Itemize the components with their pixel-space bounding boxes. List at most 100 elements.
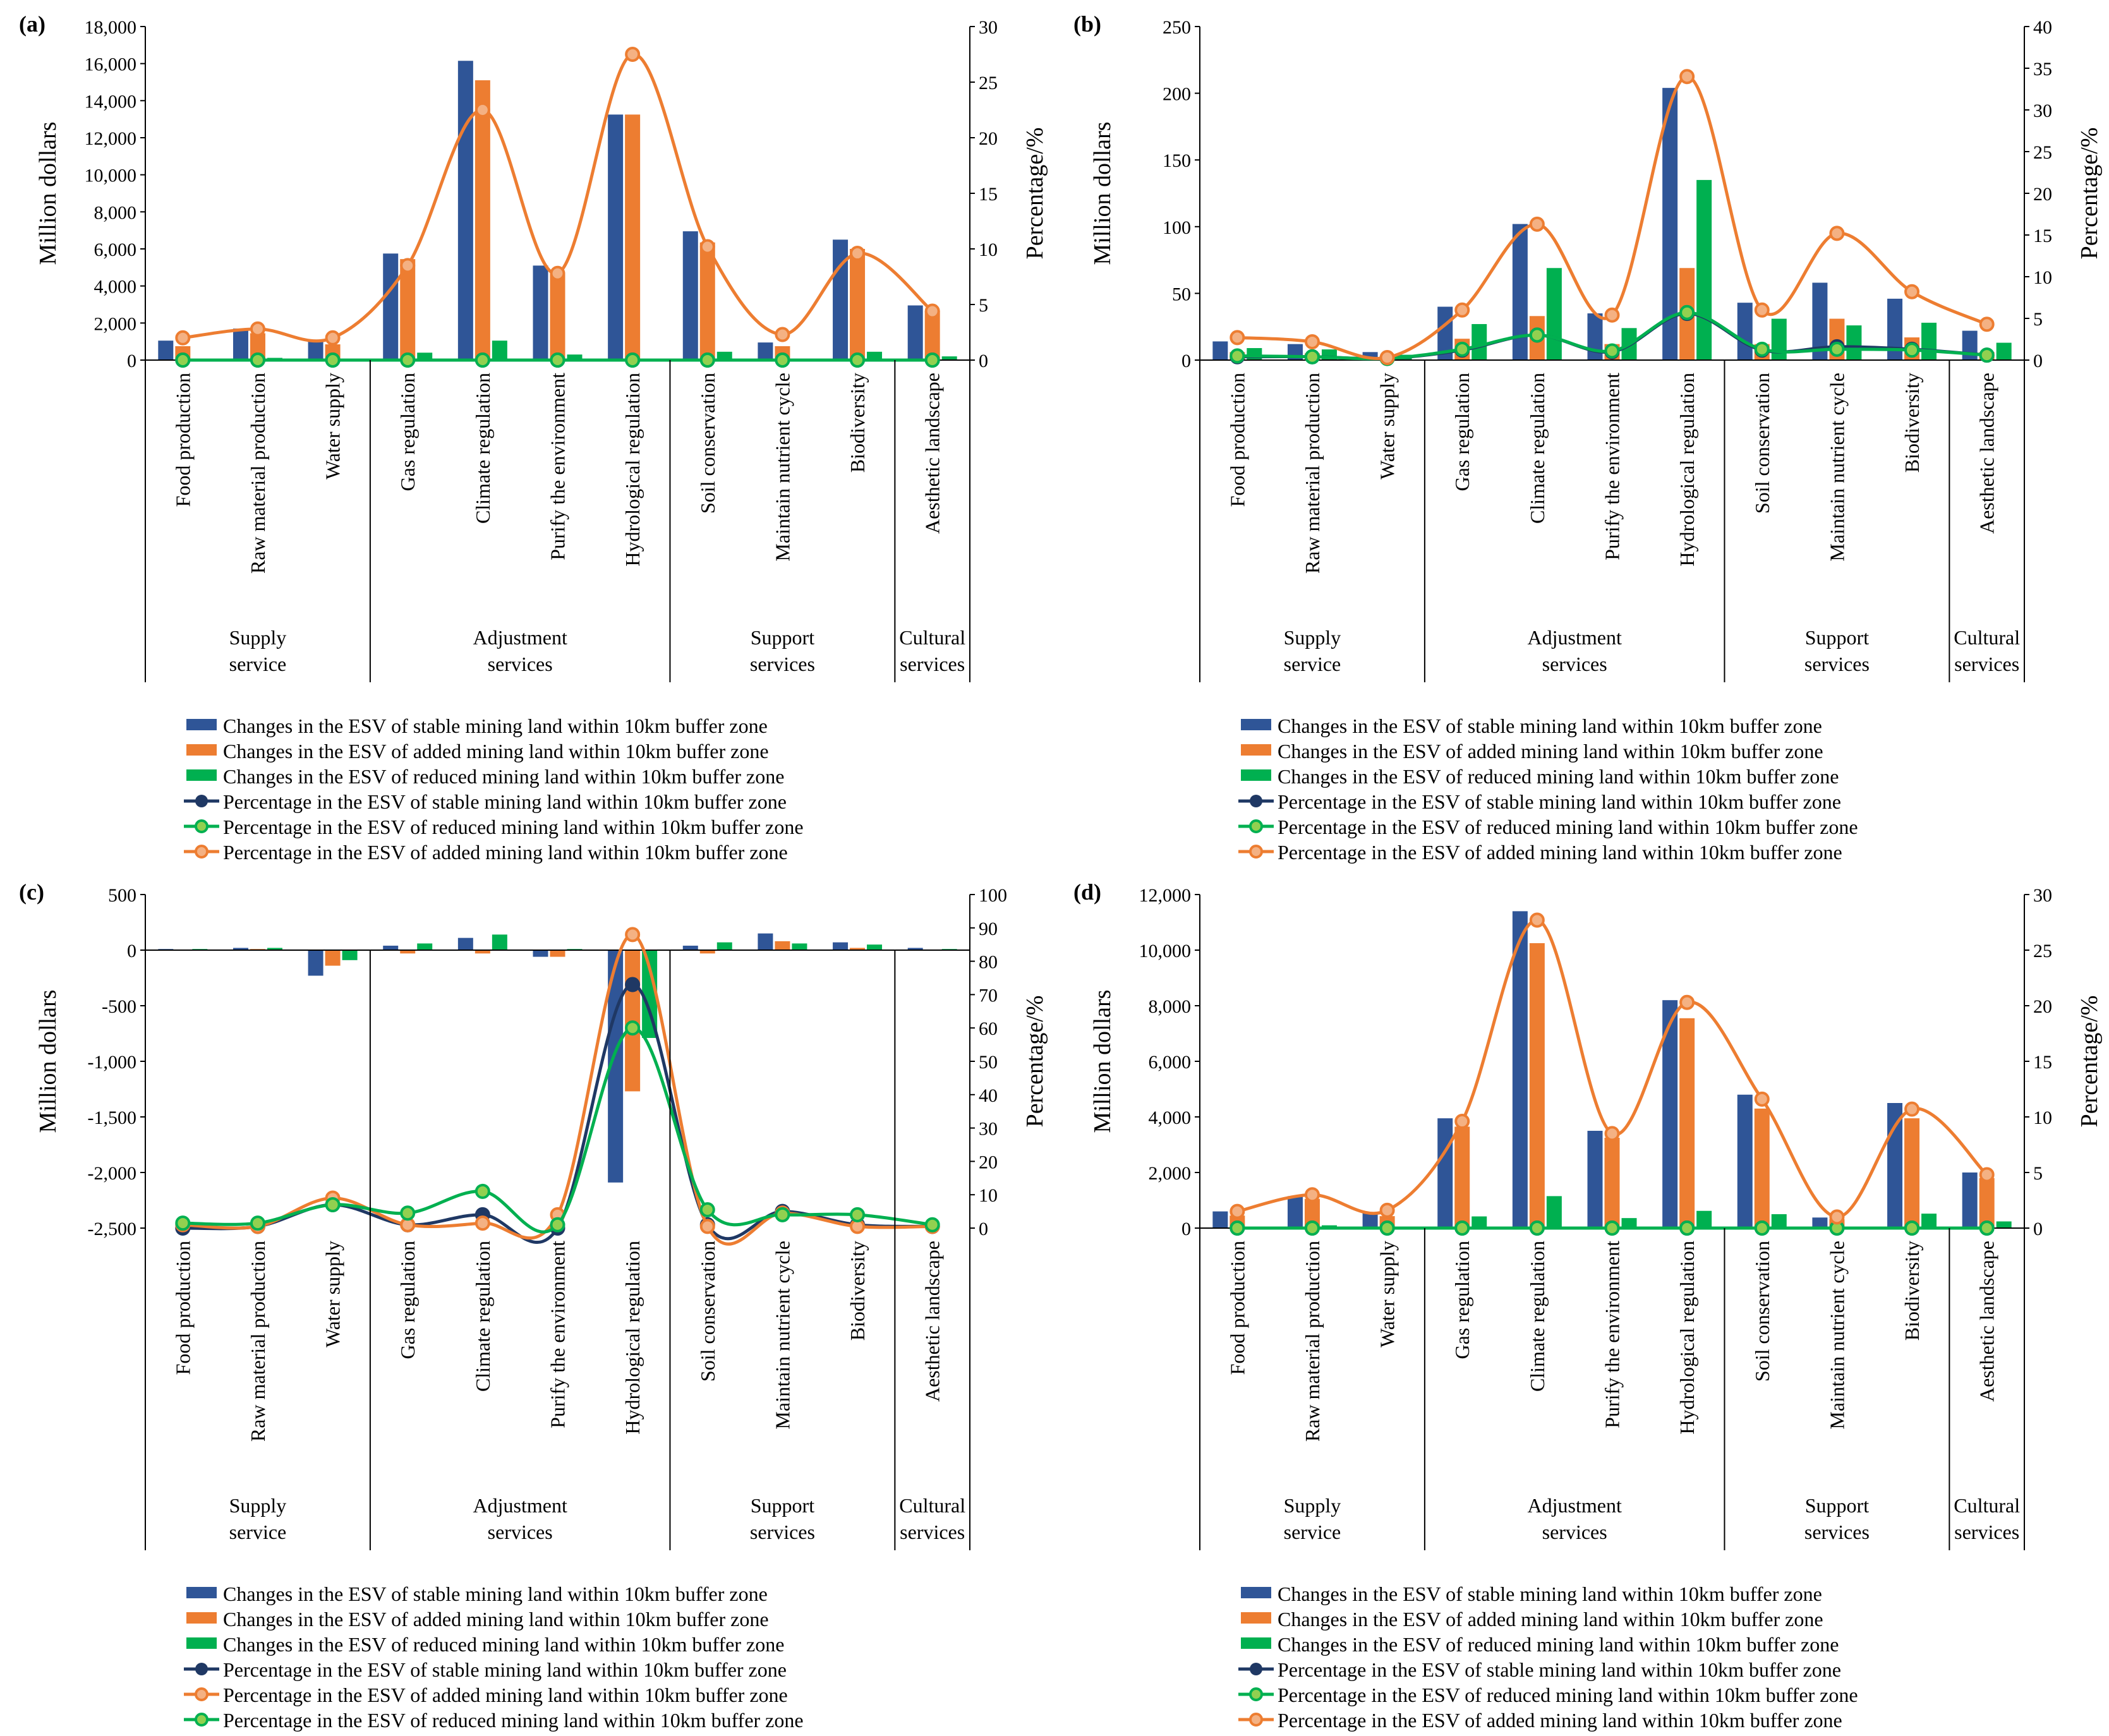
- legend-label: Changes in the ESV of added mining land …: [1278, 1608, 1823, 1631]
- bar-stable: [158, 341, 174, 360]
- x-tick-label: Purify the environment: [547, 1241, 569, 1428]
- legend-label: Changes in the ESV of stable mining land…: [223, 1582, 768, 1605]
- legend-label: Changes in the ESV of reduced mining lan…: [223, 1633, 784, 1656]
- line-stable: [183, 983, 933, 1245]
- point-reduced: [474, 353, 490, 368]
- chart-c-svg: (c) -2,500 -2,000 -1,500 -1,000 -500 0 500 0 10 20…: [19, 879, 1048, 1732]
- bar-reduced: [1546, 268, 1562, 360]
- point-reduced: [1679, 304, 1695, 320]
- legend-label: Percentage in the ESV of stable mining l…: [223, 790, 787, 813]
- y-tick-label: 4,000: [1149, 1107, 1192, 1128]
- point-stable: [625, 977, 641, 992]
- x-tick-label: Maintain nutrient cycle: [771, 373, 794, 562]
- y-tick-label: 0: [127, 941, 136, 961]
- point-added: [1529, 912, 1545, 928]
- bar-reduced: [1921, 1214, 1937, 1228]
- line-reduced: [183, 1026, 933, 1234]
- legend-label: Changes in the ESV of stable mining land…: [223, 714, 768, 737]
- point-reduced: [1754, 1221, 1770, 1236]
- group-label: services: [1542, 653, 1607, 675]
- bar-stable: [533, 950, 548, 957]
- y-tick-label: 6,000: [1149, 1052, 1192, 1073]
- y-tick-label: 18,000: [85, 17, 137, 38]
- y2-tick-label: 5: [2033, 1163, 2043, 1184]
- y2-axis-title: Percentage/%: [1022, 128, 1048, 260]
- point-added: [1230, 330, 1245, 346]
- bar-reduced: [1996, 342, 2012, 360]
- y2-tick-label: 0: [2033, 1219, 2043, 1239]
- chart-panel-d: (d) 0 2,000 4,000 6,000 8,000 10,000 12,000 0 5 10…: [1054, 868, 2109, 1736]
- point-reduced: [1230, 1221, 1245, 1236]
- y-tick-label: 16,000: [85, 54, 137, 75]
- legend-label: Percentage in the ESV of added mining la…: [1278, 1709, 1842, 1732]
- y-tick-label: -2,500: [88, 1219, 137, 1239]
- chart-a-svg: (a) 0 2,000 4,000 6,000 8,000 10,000 12,000 14,0…: [19, 11, 1048, 864]
- x-tick-label: Soil conservation: [1751, 373, 1774, 514]
- x-tick-label: Biodiversity: [1901, 1241, 1923, 1341]
- panel-label: (d): [1073, 879, 1101, 905]
- y-tick-label: 200: [1163, 84, 1191, 105]
- y2-tick-label: 20: [2033, 184, 2052, 205]
- group-label: Support: [1805, 626, 1869, 649]
- bar-added: [1529, 943, 1545, 1228]
- y2-tick-label: 5: [979, 295, 988, 316]
- legend-marker-added: [1249, 845, 1263, 859]
- x-tick-label: Food production: [171, 373, 194, 507]
- y-tick-label: 2,000: [94, 313, 137, 334]
- group-label: Adjustment: [473, 626, 567, 649]
- point-reduced: [699, 353, 715, 368]
- legend-marker-added: [195, 1687, 208, 1701]
- y2-tick-label: 0: [979, 351, 988, 371]
- bar-added: [400, 950, 416, 954]
- bar-added: [1904, 1118, 1920, 1228]
- bar-reduced: [1771, 318, 1787, 360]
- point-added: [1529, 216, 1545, 232]
- bar-stable: [1812, 1217, 1828, 1228]
- bar-reduced: [267, 948, 282, 950]
- point-added: [699, 1219, 715, 1234]
- y2-tick-label: 80: [979, 952, 998, 973]
- bar-reduced: [941, 356, 957, 360]
- bar-reduced: [492, 341, 507, 360]
- point-added: [1979, 316, 1995, 332]
- bar-stable: [1212, 1211, 1228, 1228]
- y2-axis-title: Percentage/%: [2076, 996, 2103, 1128]
- point-reduced: [1754, 341, 1770, 357]
- group-label: Adjustment: [473, 1494, 567, 1517]
- group-label: Cultural: [1954, 1494, 2020, 1517]
- bar-stable: [1962, 1172, 1978, 1228]
- group-label: services: [488, 1521, 553, 1543]
- legend-marker-reduced: [195, 819, 208, 833]
- group-label: Supply: [229, 1494, 287, 1517]
- bar-added: [1979, 1178, 1995, 1228]
- x-tick-label: Purify the environment: [1601, 373, 1624, 560]
- group-label: Supply: [1284, 1494, 1341, 1517]
- point-added: [400, 258, 416, 274]
- bar-added: [625, 114, 641, 361]
- y-tick-label: 8,000: [94, 202, 137, 223]
- point-added: [1904, 284, 1920, 299]
- bar-added: [325, 950, 341, 966]
- point-added: [850, 246, 866, 262]
- legend-marker-stable: [1250, 795, 1262, 807]
- x-tick-label: Raw material production: [1301, 373, 1324, 574]
- bar-reduced: [417, 943, 433, 950]
- legend-label: Changes in the ESV of stable mining land…: [1278, 1582, 1822, 1605]
- point-reduced: [1230, 348, 1245, 364]
- y-tick-label: 14,000: [85, 91, 137, 112]
- group-label: Cultural: [899, 1494, 965, 1517]
- legend-label: Percentage in the ESV of reduced mining …: [223, 1709, 804, 1732]
- bar-stable: [758, 342, 773, 360]
- bar-added: [699, 950, 715, 954]
- x-tick-label: Hydrological regulation: [1676, 1241, 1698, 1435]
- x-tick-label: Maintain nutrient cycle: [1825, 1241, 1848, 1430]
- point-added: [1604, 307, 1620, 323]
- panel-label: (c): [19, 879, 44, 905]
- point-reduced: [1604, 343, 1620, 359]
- group-label: services: [488, 653, 553, 675]
- bar-reduced: [867, 944, 883, 950]
- x-tick-label: Food production: [171, 1241, 194, 1375]
- point-added: [699, 239, 715, 255]
- y2-tick-label: 30: [979, 17, 998, 38]
- y-tick-label: -2,000: [88, 1163, 137, 1184]
